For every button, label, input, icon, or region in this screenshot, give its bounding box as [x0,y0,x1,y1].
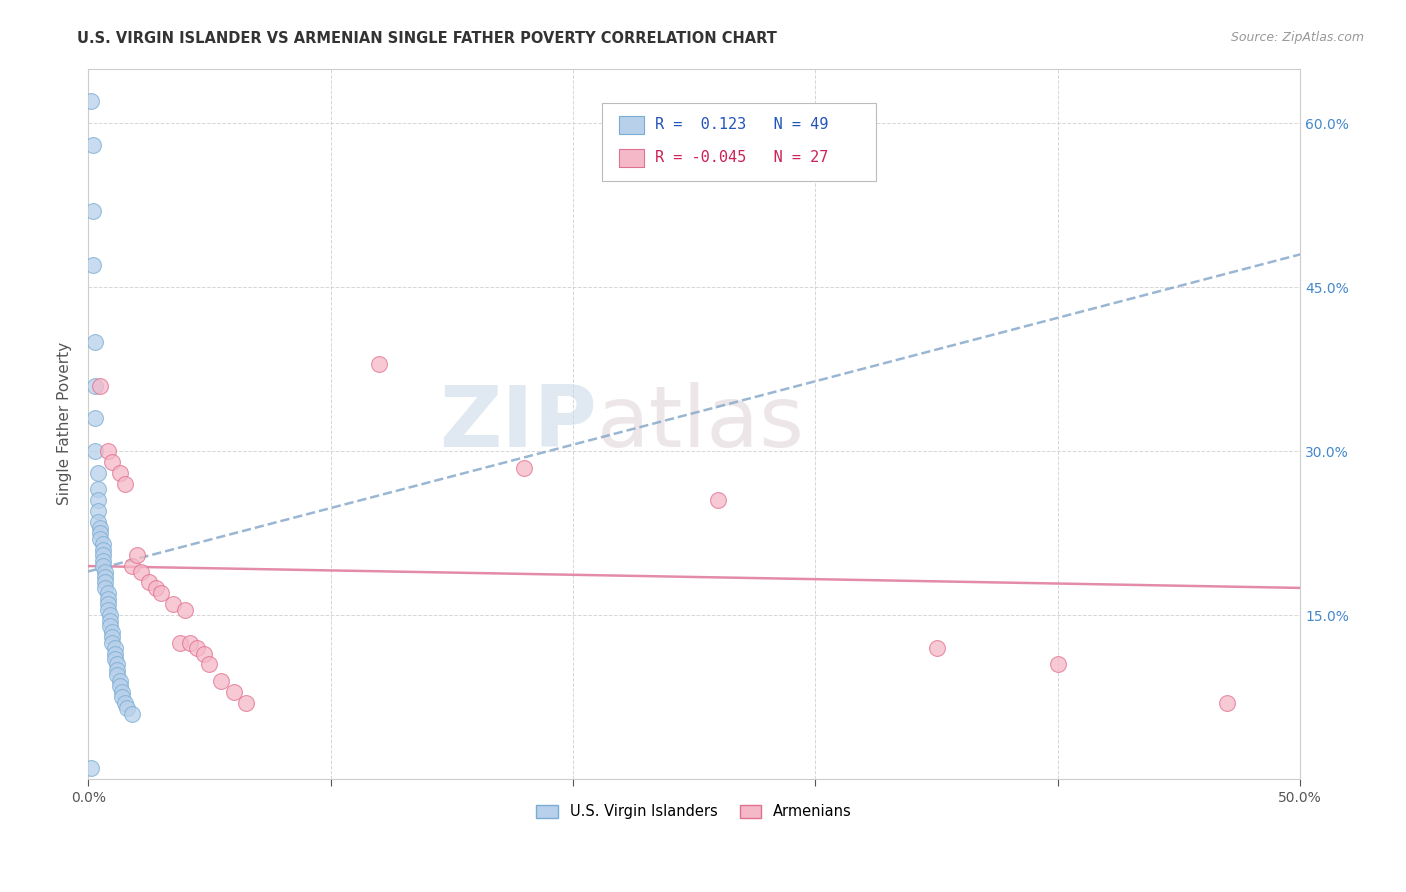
Point [94,565,117,579]
Point [174,603,197,617]
Point [84,411,107,425]
Point [98,608,121,623]
Point [101,624,124,639]
Point [108,679,131,693]
Point [105,668,128,682]
Point [89,532,111,546]
Text: ZIP: ZIP [440,383,598,466]
Point [96,591,118,606]
Point [98,614,121,628]
Point [101,455,124,469]
Point [96,597,118,611]
Point [96,586,118,600]
Point [84,334,107,349]
Point [131,565,153,579]
Point [1216,696,1239,710]
Point [368,357,391,371]
Y-axis label: Single Father Poverty: Single Father Poverty [58,343,72,506]
Point [211,673,233,688]
Point [79,761,101,775]
Point [169,635,191,649]
Text: R = -0.045   N = 27: R = -0.045 N = 27 [655,151,828,165]
Point [82,203,104,218]
Text: atlas: atlas [598,383,806,466]
Point [91,537,114,551]
Point [111,690,134,705]
Point [186,641,208,656]
Point [94,581,117,595]
Legend: U.S. Virgin Islanders, Armenians: U.S. Virgin Islanders, Armenians [530,798,858,825]
Point [198,657,221,672]
Point [179,635,201,649]
Point [114,477,136,491]
Point [94,575,117,590]
Point [108,466,131,480]
Point [101,635,124,649]
Point [91,548,114,562]
Point [84,444,107,458]
Point [94,570,117,584]
Point [193,647,215,661]
Point [121,559,143,574]
Point [79,95,101,109]
Point [82,138,104,153]
Point [87,516,110,530]
Point [105,657,128,672]
Point [87,493,110,508]
Point [104,647,127,661]
Point [235,696,257,710]
Text: R =  0.123   N = 49: R = 0.123 N = 49 [655,118,828,132]
Point [1046,657,1069,672]
Point [111,685,134,699]
Point [91,542,114,557]
Point [89,378,111,392]
Point [925,641,948,656]
Point [115,701,138,715]
Point [89,526,111,541]
Point [96,444,118,458]
Point [162,597,184,611]
Point [96,603,118,617]
Point [121,706,143,721]
Point [513,460,536,475]
Point [91,553,114,567]
Text: Source: ZipAtlas.com: Source: ZipAtlas.com [1230,31,1364,45]
Point [149,586,172,600]
Point [84,378,107,392]
Point [138,575,160,590]
Text: U.S. VIRGIN ISLANDER VS ARMENIAN SINGLE FATHER POVERTY CORRELATION CHART: U.S. VIRGIN ISLANDER VS ARMENIAN SINGLE … [77,31,778,46]
Point [108,673,131,688]
Point [125,548,148,562]
Point [87,466,110,480]
Point [114,696,136,710]
Point [82,258,104,272]
Point [91,559,114,574]
Point [707,493,730,508]
Point [98,619,121,633]
Point [104,641,127,656]
Point [105,663,128,677]
Point [87,483,110,497]
Point [89,521,111,535]
Point [87,504,110,518]
Point [104,652,127,666]
Point [222,685,245,699]
Point [145,581,167,595]
Point [101,630,124,644]
